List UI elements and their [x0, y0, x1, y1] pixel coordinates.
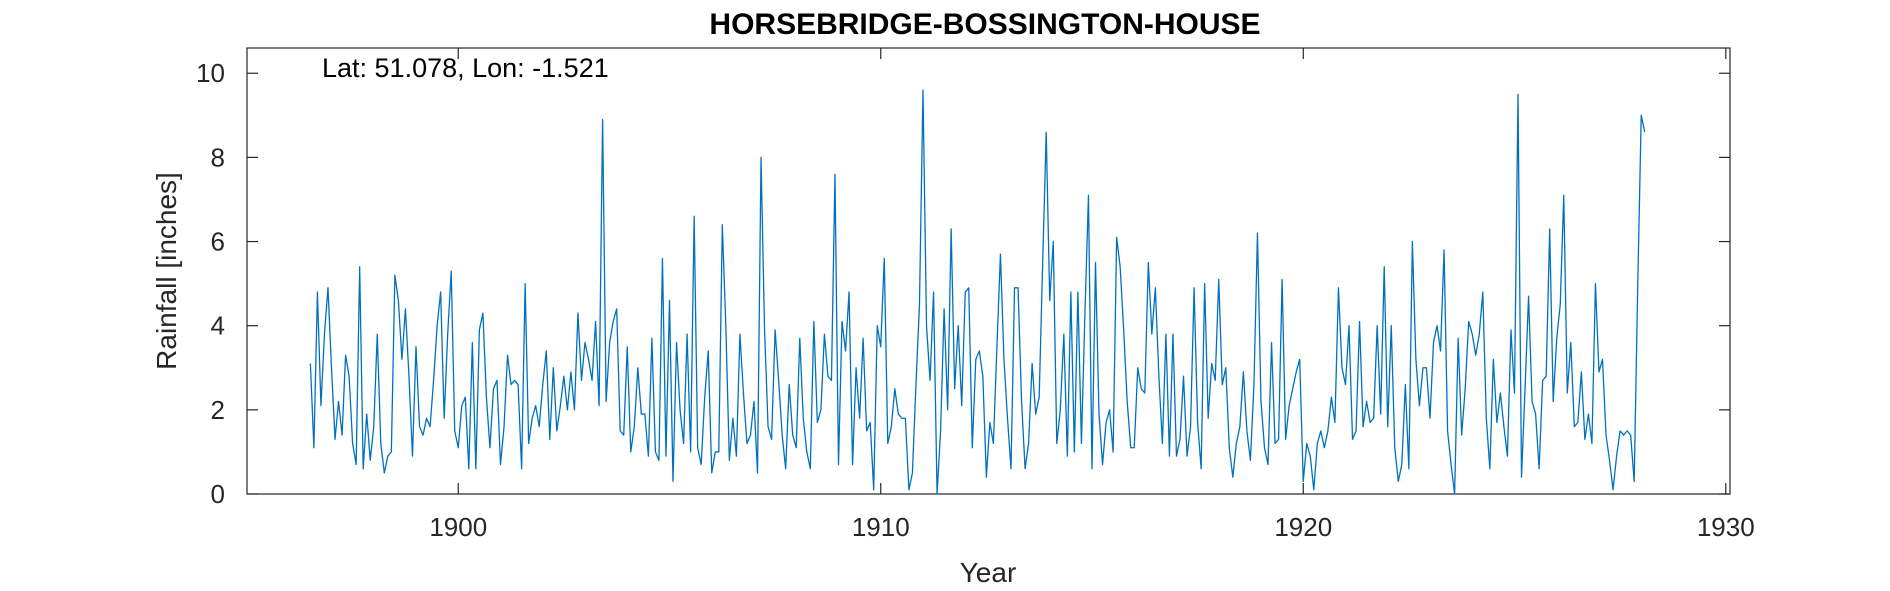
x-tick-label-1930: 1930: [1697, 512, 1755, 542]
y-tick-label-8: 8: [211, 142, 225, 172]
plot-frame: [246, 47, 1731, 495]
x-tick-label-1920: 1920: [1274, 512, 1332, 542]
location-annotation: Lat: 51.078, Lon: -1.521: [322, 53, 609, 83]
y-axis-label: Rainfall [inches]: [151, 172, 182, 370]
y-tick-label-0: 0: [211, 479, 225, 509]
x-axis-label: Year: [960, 557, 1017, 588]
y-tick-label-10: 10: [196, 58, 225, 88]
x-tick-label-1910: 1910: [852, 512, 910, 542]
y-tick-label-4: 4: [211, 311, 225, 341]
chart-title: HORSEBRIDGE-BOSSINGTON-HOUSE: [709, 8, 1260, 41]
y-tick-label-2: 2: [211, 395, 225, 425]
axis-ticks: 1900 1910 1920 1930 0 2 4 6 8 10: [196, 48, 1755, 542]
y-tick-label-6: 6: [211, 227, 225, 257]
series-line-rainfall: [309, 89, 1646, 495]
x-tick-label-1900: 1900: [429, 512, 487, 542]
plot-area: 1900 1910 1920 1930 0 2 4 6 8 10: [196, 47, 1755, 542]
